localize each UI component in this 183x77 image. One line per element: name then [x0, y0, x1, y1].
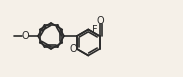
Text: O: O	[70, 45, 77, 55]
Text: O: O	[21, 31, 29, 41]
Text: O: O	[97, 16, 104, 26]
Text: F: F	[92, 24, 98, 34]
